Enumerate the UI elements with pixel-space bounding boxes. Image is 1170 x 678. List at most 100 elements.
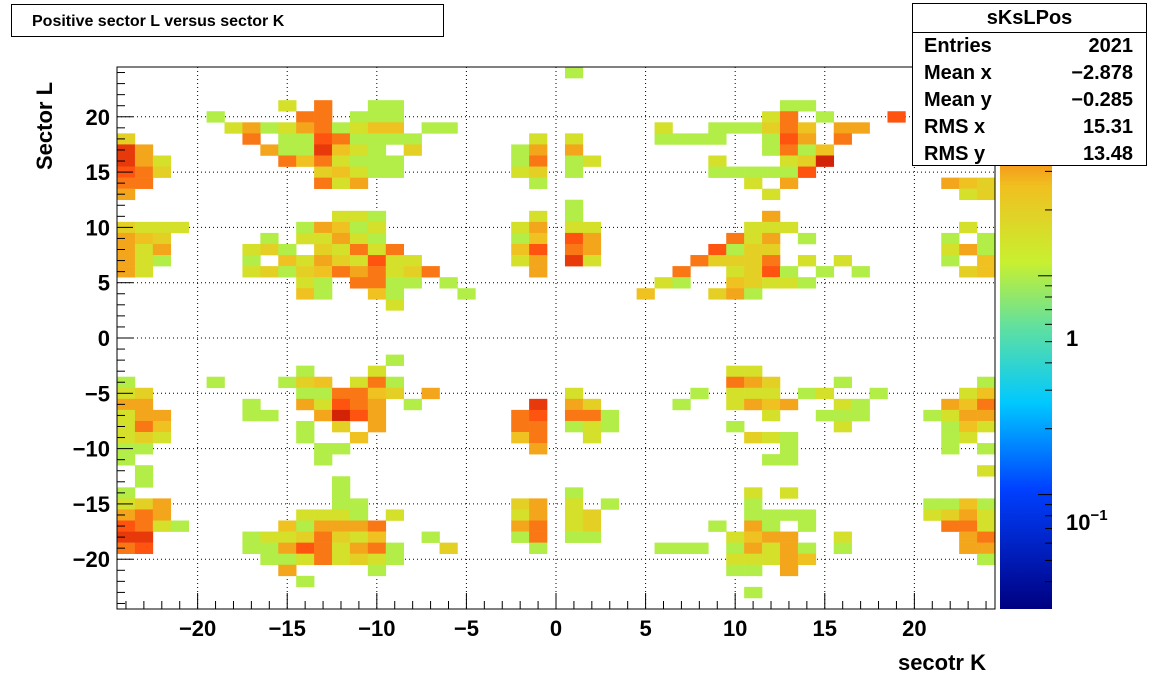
heatmap-cell bbox=[242, 133, 261, 145]
heatmap-cell bbox=[314, 266, 333, 278]
heatmap-cell bbox=[797, 100, 817, 112]
heatmap-cell bbox=[779, 166, 799, 178]
heatmap-cell bbox=[367, 122, 387, 134]
heatmap-cell bbox=[977, 232, 996, 245]
stats-row-rms-y: RMS y 13.48 bbox=[913, 141, 1146, 168]
heatmap-cell bbox=[744, 232, 763, 245]
heatmap-cell bbox=[600, 420, 620, 433]
heatmap-cell bbox=[296, 255, 315, 267]
heatmap-cell bbox=[385, 288, 404, 300]
stats-label: Mean x bbox=[924, 62, 992, 84]
stats-value: 13.48 bbox=[1082, 143, 1133, 165]
y-tick-label: 5 bbox=[98, 271, 110, 296]
heatmap-cell bbox=[726, 166, 745, 178]
heatmap-cell bbox=[278, 553, 297, 566]
heatmap-cell bbox=[797, 255, 817, 267]
heatmap-cell bbox=[582, 509, 602, 521]
stats-label: RMS y bbox=[924, 143, 986, 165]
heatmap-cell bbox=[959, 243, 978, 256]
heatmap-cell bbox=[726, 266, 745, 278]
heatmap-cell bbox=[349, 531, 369, 543]
heatmap-cell bbox=[152, 432, 172, 444]
heatmap-cell bbox=[134, 155, 154, 167]
heatmap-cell bbox=[117, 266, 136, 278]
heatmap-cell bbox=[959, 531, 978, 543]
heatmap-cell bbox=[385, 133, 404, 145]
heatmap-cell bbox=[690, 542, 709, 554]
heatmap-cell bbox=[762, 144, 781, 156]
heatmap-cell bbox=[278, 155, 297, 167]
heatmap-cell bbox=[564, 255, 584, 267]
heatmap-cell bbox=[564, 199, 584, 212]
heatmap-cell bbox=[403, 255, 422, 267]
heatmap-cell bbox=[332, 166, 351, 178]
heatmap-cell bbox=[744, 177, 763, 189]
stats-value: −0.285 bbox=[1071, 89, 1133, 111]
heatmap-cell bbox=[511, 498, 530, 510]
heatmap-cell bbox=[349, 553, 369, 566]
heatmap-cell bbox=[349, 210, 369, 223]
heatmap-cell bbox=[332, 498, 351, 510]
heatmap-cell bbox=[332, 177, 351, 189]
heatmap-cell bbox=[367, 288, 387, 300]
heatmap-cell bbox=[296, 221, 315, 234]
heatmap-cell bbox=[654, 277, 673, 289]
heatmap-cell bbox=[349, 398, 369, 411]
heatmap-cell bbox=[332, 210, 351, 223]
y-axis-label: Sector L bbox=[32, 82, 57, 170]
heatmap-cell bbox=[726, 376, 745, 389]
heatmap-cell bbox=[923, 409, 942, 422]
heatmap-cell bbox=[260, 232, 279, 245]
stats-row-rms-x: RMS x 15.31 bbox=[913, 114, 1146, 141]
heatmap-cell bbox=[385, 387, 404, 400]
heatmap-cell bbox=[582, 232, 602, 245]
heatmap-cell bbox=[134, 409, 154, 422]
heatmap-cell bbox=[296, 520, 315, 532]
heatmap-cell bbox=[726, 255, 745, 267]
heatmap-cell bbox=[296, 542, 315, 554]
heatmap-cells bbox=[117, 67, 996, 599]
heatmap-cell bbox=[833, 531, 852, 543]
heatmap-cell bbox=[762, 277, 781, 289]
heatmap-cell bbox=[278, 100, 297, 112]
heatmap-cell bbox=[314, 221, 333, 234]
heatmap-cell bbox=[314, 398, 333, 411]
heatmap-cell bbox=[977, 509, 996, 521]
heatmap-cell bbox=[314, 155, 333, 167]
x-tick-label: 15 bbox=[813, 616, 837, 641]
heatmap-cell bbox=[726, 387, 745, 400]
heatmap-cell bbox=[296, 232, 315, 245]
heatmap-cell bbox=[367, 553, 387, 566]
heatmap-cell bbox=[959, 498, 978, 510]
x-tick-label: −15 bbox=[269, 616, 306, 641]
heatmap-cell bbox=[600, 409, 620, 422]
heatmap-cell bbox=[349, 111, 369, 123]
heatmap-cell bbox=[941, 520, 960, 532]
heatmap-cell bbox=[349, 177, 369, 189]
heatmap-cell bbox=[296, 288, 315, 300]
heatmap-cell bbox=[421, 122, 440, 134]
heatmap-cell bbox=[941, 498, 960, 510]
heatmap-cell bbox=[367, 221, 387, 234]
y-tick-label: 10 bbox=[86, 215, 110, 240]
heatmap-cell bbox=[726, 531, 745, 543]
stats-box: sKsLPos Entries 2021 Mean x −2.878 Mean … bbox=[912, 3, 1147, 166]
heatmap-cell bbox=[152, 520, 172, 532]
heatmap-cell bbox=[779, 221, 799, 234]
heatmap-cell bbox=[152, 409, 172, 422]
heatmap-cell bbox=[708, 122, 727, 134]
heatmap-cell bbox=[332, 409, 351, 422]
heatmap-cell bbox=[529, 266, 548, 278]
heatmap-cell bbox=[367, 409, 387, 422]
x-axis-label: secotr K bbox=[898, 650, 986, 675]
heatmap-cell bbox=[349, 409, 369, 422]
heatmap-cell bbox=[977, 243, 996, 256]
heatmap-cell bbox=[977, 188, 996, 201]
heatmap-cell bbox=[941, 232, 960, 245]
heatmap-cell bbox=[726, 420, 745, 433]
heatmap-cell bbox=[385, 155, 404, 167]
heatmap-cell bbox=[833, 398, 852, 411]
stats-label: RMS x bbox=[924, 116, 986, 138]
heatmap-cell bbox=[332, 155, 351, 167]
